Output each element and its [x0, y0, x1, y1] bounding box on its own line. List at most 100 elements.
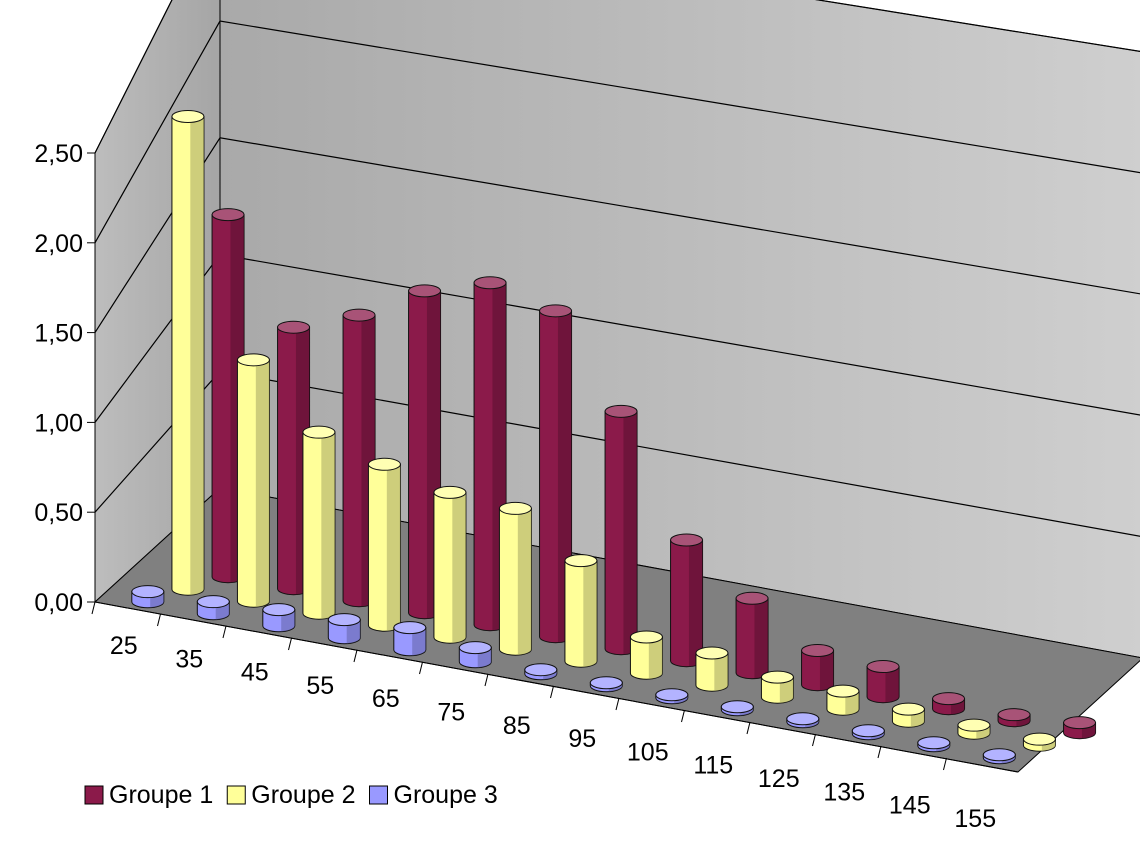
bar-shade	[321, 432, 335, 619]
bar-top	[408, 284, 442, 298]
x-tick-mark	[484, 673, 489, 687]
bar-shade	[648, 637, 663, 679]
x-tick-label: 35	[175, 645, 203, 673]
bar-3-105	[655, 688, 689, 705]
bar-shade	[819, 650, 834, 691]
bar-shade	[190, 116, 204, 595]
bar-shade	[885, 666, 900, 703]
bar-top	[589, 676, 623, 690]
legend-swatch	[369, 785, 388, 805]
bar-1-45	[342, 308, 376, 608]
legend-swatch	[84, 785, 104, 805]
legend-label: Groupe 1	[109, 781, 213, 809]
bar-2-135	[891, 702, 925, 728]
x-tick-label: 105	[627, 738, 669, 766]
x-tick-mark	[615, 697, 620, 711]
bar-top	[851, 724, 885, 738]
bar-2-55	[367, 457, 401, 632]
x-tick-mark	[746, 721, 751, 735]
bar-2-145	[957, 718, 991, 740]
x-tick-mark	[550, 685, 554, 699]
bar-shade	[452, 492, 466, 643]
bar-2-75	[498, 501, 532, 656]
x-tick-label: 135	[823, 778, 865, 806]
x-tick-label: 75	[437, 699, 465, 727]
bar-top	[393, 621, 427, 635]
bar-shade	[255, 359, 270, 607]
y-tick-label: 1,50	[34, 320, 83, 348]
bar-shade	[412, 627, 426, 656]
bar-shade	[754, 598, 769, 679]
bar-top	[629, 630, 663, 644]
bar-1-85	[604, 404, 638, 656]
bar-2-45	[302, 425, 336, 620]
bar-top	[760, 670, 794, 684]
bar-top	[539, 304, 573, 318]
bar-2-95	[629, 630, 663, 680]
gridline	[94, 20, 1140, 244]
bar-top	[277, 320, 311, 334]
bar-3-125	[786, 712, 820, 729]
bar-top	[695, 646, 729, 660]
bar-top	[211, 208, 245, 222]
bar-top	[171, 110, 205, 124]
x-tick-mark	[91, 601, 96, 615]
bar-top	[786, 712, 820, 726]
gridline	[94, 0, 1140, 154]
bar-top	[866, 660, 900, 674]
bar-top	[473, 276, 507, 290]
bar-top	[262, 603, 296, 617]
bar-2-85	[564, 554, 598, 668]
bar-top	[433, 485, 467, 499]
x-axis-line	[94, 601, 1019, 773]
bar-top	[367, 457, 401, 471]
y-tick-label: 0,00	[34, 589, 83, 617]
legend-label: Groupe 3	[394, 781, 498, 809]
x-tick-label: 95	[568, 725, 596, 753]
y-tick-label: 0,50	[34, 499, 83, 527]
bar-top	[735, 591, 769, 605]
x-tick-label: 85	[503, 712, 531, 740]
bar-3-115	[720, 700, 754, 717]
bar-top	[327, 613, 361, 627]
bar-top	[236, 353, 270, 367]
x-tick-mark	[812, 733, 816, 747]
x-tick-mark	[288, 637, 292, 651]
bar-3-135	[851, 724, 885, 741]
bar-1-135	[932, 692, 966, 716]
bar-3-155	[982, 748, 1016, 765]
bar-2-35	[236, 353, 270, 608]
bar-top	[524, 663, 558, 677]
bar-top	[564, 554, 598, 568]
bar-top	[302, 425, 336, 439]
y-tick-label: 1,00	[34, 409, 83, 437]
bar-3-85	[524, 663, 558, 681]
bar-shade	[386, 464, 401, 631]
bar-top	[982, 748, 1016, 762]
x-tick-mark	[157, 613, 161, 627]
x-tick-label: 155	[954, 805, 996, 833]
legend-swatch	[226, 785, 246, 805]
x-tick-mark	[877, 745, 882, 759]
x-tick-label: 65	[372, 685, 400, 713]
y-tick-label: 2,50	[34, 140, 83, 168]
bar-1-95	[670, 533, 704, 668]
bar-top	[932, 692, 966, 706]
bar-1-155	[1063, 716, 1097, 740]
bar-top	[917, 736, 951, 750]
bars	[131, 110, 1097, 765]
bar-2-65	[433, 485, 467, 644]
bar-shade	[583, 560, 597, 667]
x-axis: 25 35 45 55 65 75 85 95 105 115 125 135 145 155	[91, 601, 1019, 833]
bar-3-45	[262, 603, 296, 633]
x-tick-mark	[681, 709, 685, 723]
bar-top	[670, 533, 704, 547]
legend-label: Groupe 2	[251, 781, 355, 809]
bar-top	[342, 308, 376, 322]
bar-1-145	[997, 708, 1031, 728]
bar-top	[801, 644, 835, 658]
x-tick-label: 145	[889, 792, 931, 820]
gridline	[94, 137, 1140, 333]
